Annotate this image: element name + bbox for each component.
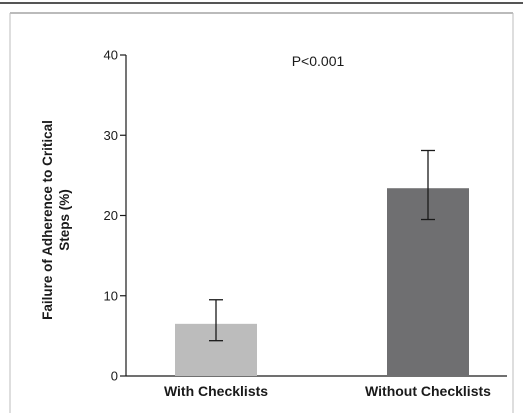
y-axis-label-line-2: Steps (%) xyxy=(57,189,72,251)
bars xyxy=(175,188,469,376)
y-tick-label: 30 xyxy=(104,128,118,143)
category-label: With Checklists xyxy=(164,383,268,399)
category-labels: With Checklists Without Checklists xyxy=(164,383,491,399)
y-axis-label: Failure of Adherence to Critical Steps (… xyxy=(40,120,72,320)
p-value-annotation: P<0.001 xyxy=(292,53,345,69)
y-axis-label-line-1: Failure of Adherence to Critical xyxy=(40,120,55,320)
y-tick-label: 0 xyxy=(111,369,118,384)
category-label: Without Checklists xyxy=(365,383,491,399)
y-tick-label: 40 xyxy=(104,48,118,63)
y-ticks: 0 10 20 30 40 xyxy=(104,48,126,384)
y-tick-label: 20 xyxy=(104,208,118,223)
error-bars xyxy=(209,149,435,342)
y-tick-label: 10 xyxy=(104,288,118,303)
